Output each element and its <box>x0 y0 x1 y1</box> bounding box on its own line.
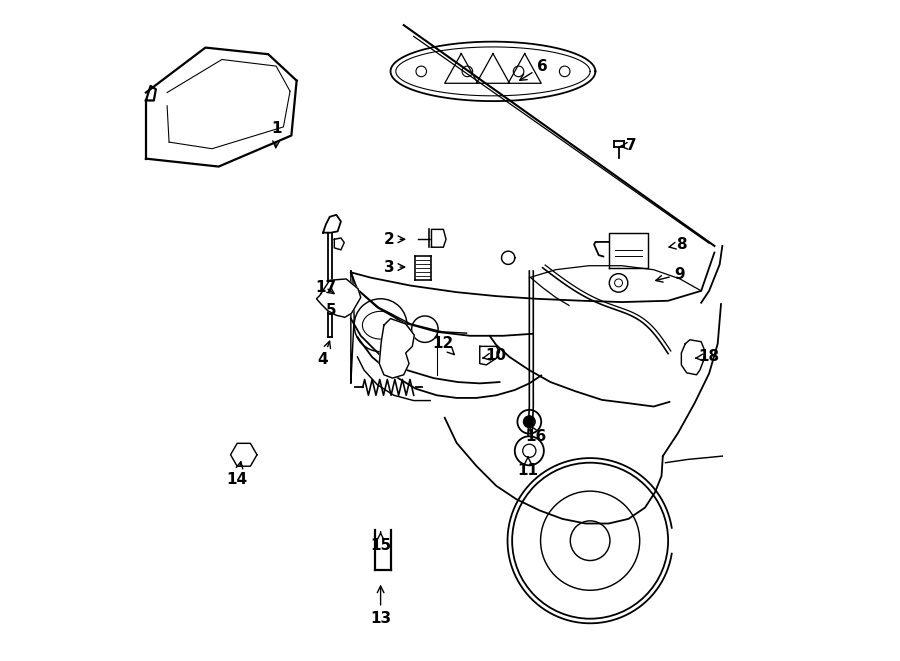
Polygon shape <box>379 319 414 378</box>
Text: 4: 4 <box>318 341 330 367</box>
Text: 18: 18 <box>696 350 720 364</box>
Text: 10: 10 <box>482 348 507 363</box>
Text: 3: 3 <box>384 260 405 274</box>
Text: 17: 17 <box>315 280 337 295</box>
Polygon shape <box>431 229 446 247</box>
Polygon shape <box>230 444 257 466</box>
Text: 8: 8 <box>669 237 687 252</box>
Text: 15: 15 <box>370 532 392 553</box>
Polygon shape <box>334 238 344 250</box>
Polygon shape <box>317 279 361 317</box>
Text: 5: 5 <box>326 303 337 318</box>
Circle shape <box>524 416 536 428</box>
Text: 6: 6 <box>520 59 548 81</box>
Text: 13: 13 <box>370 586 392 625</box>
Text: 2: 2 <box>383 232 405 247</box>
Text: 7: 7 <box>620 138 637 153</box>
Text: 9: 9 <box>656 267 685 282</box>
Polygon shape <box>681 340 705 375</box>
Text: 14: 14 <box>227 461 248 486</box>
Text: 11: 11 <box>518 457 538 478</box>
Text: 1: 1 <box>272 122 282 147</box>
Text: 16: 16 <box>526 426 546 444</box>
Text: 12: 12 <box>433 336 454 354</box>
